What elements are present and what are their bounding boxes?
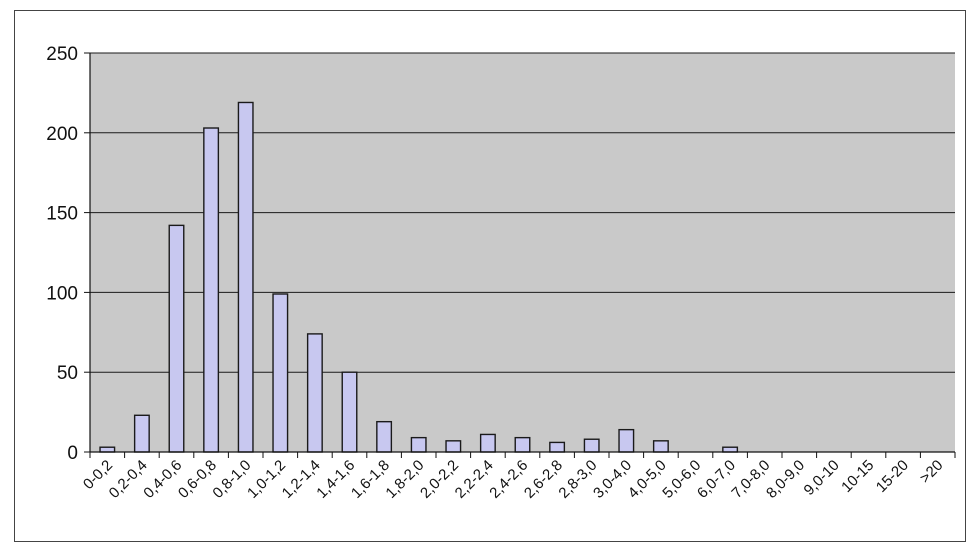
x-tick-label: 2,4-2,6 [486,457,531,502]
x-tick-label: 1,2-1,4 [279,457,324,502]
y-tick-label: 0 [67,443,78,464]
bar [272,293,289,453]
x-tick-label: 0,6-0,8 [175,457,220,502]
x-tick-label: 7,0-8,0 [728,457,773,502]
x-tick-label: >20 [917,457,947,487]
x-tick-label: 15-20 [873,457,912,496]
y-axis-ticks: 0 50 100 150 200 250 [46,44,90,464]
bar [203,127,220,453]
bar [306,333,323,453]
x-tick-label: 0,2-0,4 [106,457,151,502]
bar [237,101,254,453]
bar [583,438,600,453]
x-tick-label: 10-15 [838,457,877,496]
x-tick-label: 5,0-6,0 [659,457,704,502]
y-tick-label: 100 [46,283,78,304]
bar [549,441,566,453]
x-tick-label: 2,0-2,2 [417,457,462,502]
y-tick-label: 150 [46,204,78,225]
axes [89,53,955,453]
x-tick-label: 3,0-4,0 [590,457,635,502]
bar [376,420,393,453]
x-axis-ticks: 0-0,20,2-0,40,4-0,60,6-0,80,8-1,01,0-1,2… [80,452,956,502]
bar [514,436,531,453]
x-tick-label: 4,0-5,0 [625,457,670,502]
x-tick-label: 1,0-1,2 [244,457,289,502]
bar [133,414,150,453]
x-tick-label: 0,4-0,6 [140,457,185,502]
x-tick-label: 1,4-1,6 [313,457,358,502]
x-tick-label: 6,0-7,0 [694,457,739,502]
gridlines [90,52,955,373]
x-tick-label: 0,8-1,0 [209,457,254,502]
x-tick-label: 2,2-2,4 [452,457,497,502]
bar [341,371,358,453]
x-tick-label: 1,6-1,8 [348,457,393,502]
y-tick-label: 250 [46,44,78,65]
x-tick-label: 2,6-2,8 [521,457,566,502]
bar [410,436,427,453]
bar [168,224,185,453]
bar [99,446,116,453]
y-tick-label: 50 [57,363,78,384]
x-tick-label: 2,8-3,0 [555,457,600,502]
bar [618,428,635,453]
bar [722,446,739,453]
plot-area [90,53,955,452]
bar [652,440,669,453]
x-tick-label: 1,8-2,0 [382,457,427,502]
x-tick-label: 8,0-9,0 [763,457,808,502]
x-tick-label: 9,0-10 [801,457,843,499]
y-tick-label: 200 [46,124,78,145]
bar [445,440,462,453]
bar [479,433,496,453]
